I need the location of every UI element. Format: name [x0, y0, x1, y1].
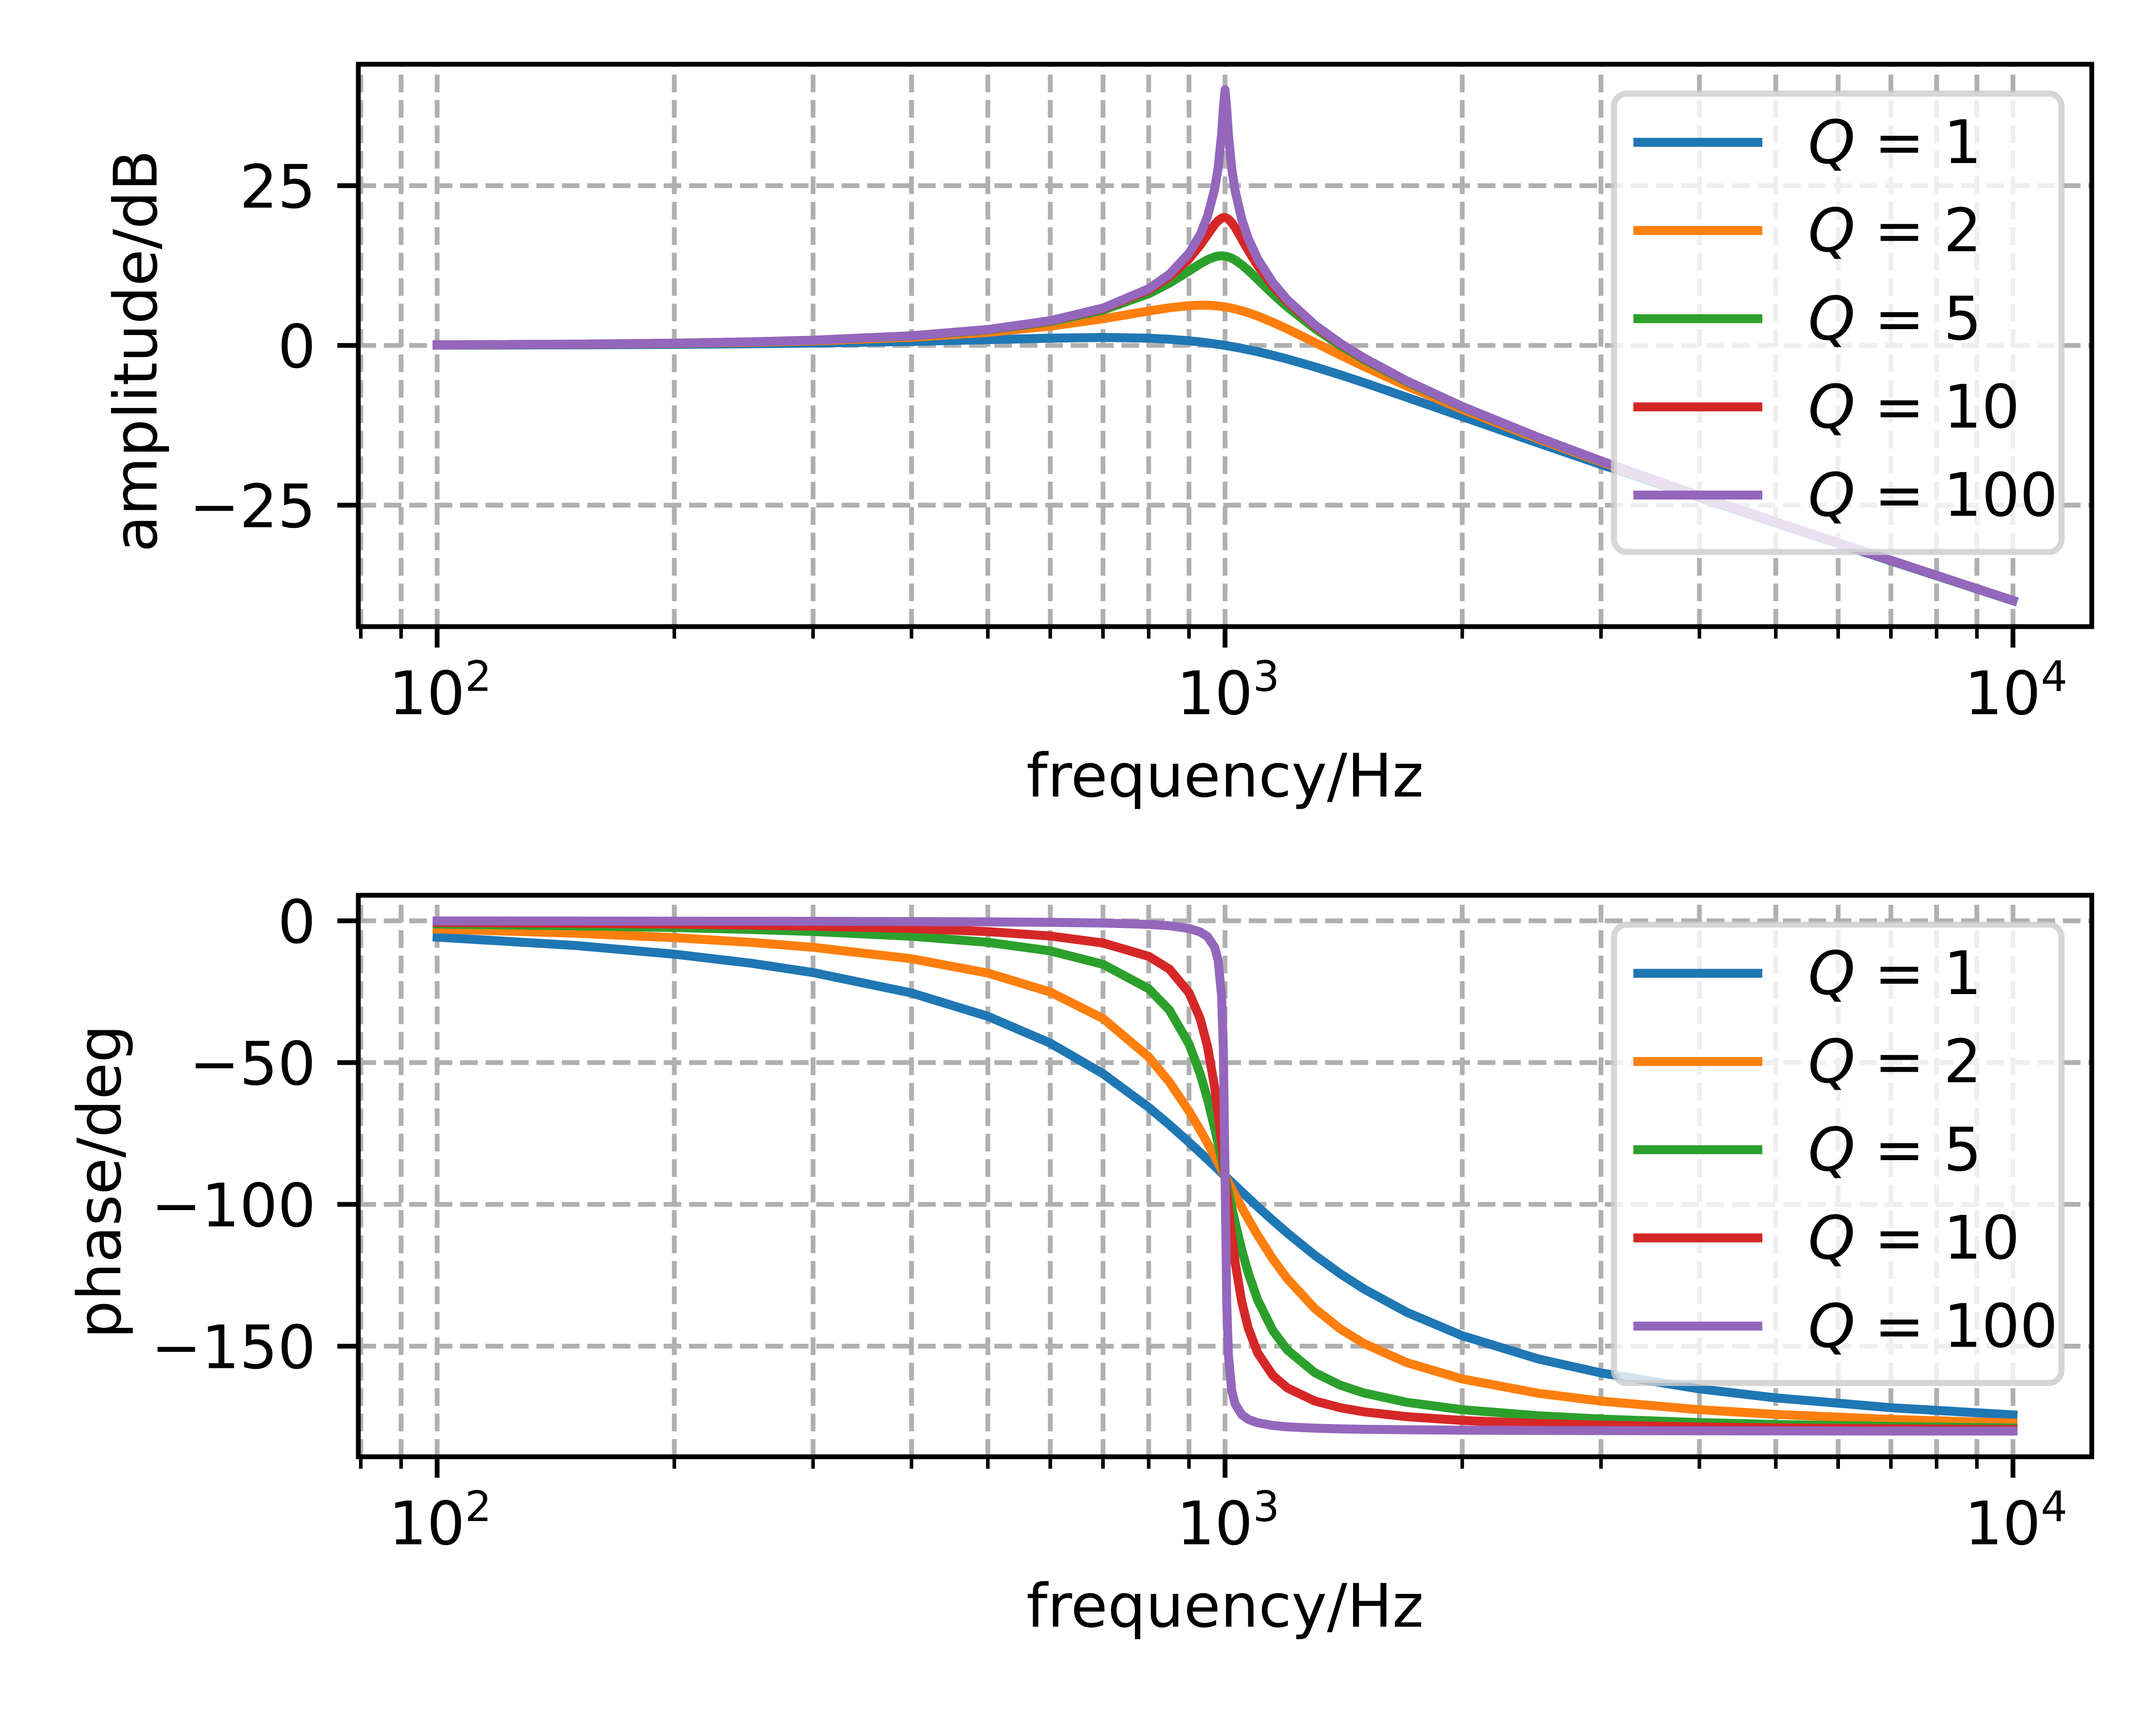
phase-legend-label: Q = 10 [1808, 1203, 2020, 1273]
phase-x-tick-label: 104 [1965, 1482, 2068, 1559]
amplitude-legend-label: Q = 2 [1808, 196, 1982, 266]
phase-y-tick-label: −150 [151, 1313, 316, 1383]
phase-x-tick-label: 103 [1177, 1482, 1280, 1559]
amplitude-legend-label: Q = 5 [1808, 284, 1982, 354]
phase-x-tick-label-base: 10 [389, 1489, 465, 1559]
amplitude-x-tick-label-base: 10 [1177, 659, 1253, 728]
phase-x-tick-label-exponent: 4 [2041, 1482, 2068, 1531]
phase-legend-item: Q = 10 [1633, 1203, 2020, 1273]
phase-legend: Q = 1Q = 2Q = 5Q = 10Q = 100 [1611, 922, 2065, 1386]
amplitude-x-tick-label-base: 10 [1965, 659, 2041, 728]
legend-label-value: = 2 [1855, 1027, 1981, 1097]
legend-label-variable: Q [1808, 1291, 1855, 1361]
phase-legend-item: Q = 1 [1633, 938, 1982, 1008]
amplitude-legend: Q = 1Q = 2Q = 5Q = 10Q = 100 [1611, 91, 2065, 555]
amplitude-x-axis-label: frequency/Hz [1026, 741, 1424, 811]
legend-label-value: = 5 [1855, 1115, 1981, 1185]
phase-x-tick-label-exponent: 2 [465, 1482, 492, 1531]
amplitude-series-lines [432, 85, 2019, 607]
amplitude-legend-label: Q = 1 [1808, 107, 1982, 177]
amplitude-legend-frame [1611, 91, 2065, 555]
amplitude-y-axis-label: amplitude/dB [101, 150, 171, 552]
amplitude-x-tick-label-exponent: 3 [1253, 652, 1280, 701]
phase-line-q-100 [432, 916, 2018, 1436]
phase-legend-item: Q = 2 [1633, 1027, 1982, 1097]
phase-legend-label: Q = 100 [1808, 1291, 2058, 1361]
amplitude-legend-item: Q = 10 [1633, 372, 2020, 442]
amplitude-x-tick-label: 104 [1965, 652, 2068, 728]
amplitude-line-q-100 [432, 85, 2019, 606]
amplitude-x-tick-label-base: 10 [389, 659, 465, 728]
amplitude-x-tick-label: 102 [389, 652, 492, 728]
phase-x-tick-label: 102 [389, 1482, 492, 1559]
legend-label-variable: Q [1808, 1203, 1855, 1273]
amplitude-legend-item: Q = 2 [1633, 196, 1982, 266]
phase-y-tick-label: −50 [189, 1029, 316, 1099]
amplitude-line-q-1 [432, 333, 2019, 607]
legend-label-value: = 10 [1855, 372, 2020, 442]
phase-x-tick-label-base: 10 [1177, 1489, 1253, 1559]
legend-label-value: = 100 [1855, 1291, 2058, 1361]
phase-legend-label: Q = 5 [1808, 1115, 1982, 1185]
phase-x-tick-label-exponent: 3 [1253, 1482, 1280, 1531]
legend-label-value: = 10 [1855, 1203, 2020, 1273]
legend-label-variable: Q [1808, 1115, 1855, 1185]
legend-label-value: = 100 [1855, 460, 2058, 530]
amplitude-legend-label: Q = 10 [1808, 372, 2020, 442]
amplitude-y-tick-label: 0 [278, 312, 316, 382]
legend-label-variable: Q [1808, 284, 1855, 354]
legend-label-variable: Q [1808, 460, 1855, 530]
phase-legend-item: Q = 5 [1633, 1115, 1982, 1185]
phase-series-lines [432, 916, 2018, 1436]
amplitude-y-tick-label: 25 [240, 152, 316, 222]
phase-legend-label: Q = 2 [1808, 1027, 1982, 1097]
phase-legend-frame [1611, 922, 2065, 1386]
amplitude-plot: 102 103 104−25025frequency/Hzamplitude/dBQ… [101, 62, 2094, 811]
amplitude-legend-item: Q = 100 [1633, 460, 2058, 530]
phase-ticks [337, 918, 2015, 1478]
amplitude-x-tick-label-exponent: 2 [465, 652, 492, 701]
legend-label-variable: Q [1808, 372, 1855, 442]
phase-x-axis-label: frequency/Hz [1026, 1571, 1424, 1641]
amplitude-legend-item: Q = 5 [1633, 284, 1982, 354]
amplitude-y-tick-label: −25 [189, 471, 316, 541]
legend-label-value: = 2 [1855, 196, 1981, 266]
legend-label-value: = 1 [1855, 938, 1981, 1008]
phase-plot: 102 103 104−150−100−500frequency/Hzphase/d… [65, 887, 2094, 1641]
legend-label-variable: Q [1808, 938, 1855, 1008]
amplitude-x-tick-label-exponent: 4 [2041, 652, 2068, 701]
legend-label-variable: Q [1808, 196, 1855, 266]
phase-x-tick-label-base: 10 [1965, 1489, 2041, 1559]
phase-legend-label: Q = 1 [1808, 938, 1982, 1008]
legend-label-value: = 1 [1855, 107, 1981, 177]
phase-y-axis-label: phase/deg [65, 1025, 135, 1339]
amplitude-legend-label: Q = 100 [1808, 460, 2058, 530]
legend-label-value: = 5 [1855, 284, 1981, 354]
legend-label-variable: Q [1808, 107, 1855, 177]
phase-legend-item: Q = 100 [1633, 1291, 2058, 1361]
legend-label-variable: Q [1808, 1027, 1855, 1097]
amplitude-x-tick-label: 103 [1177, 652, 1280, 728]
amplitude-legend-item: Q = 1 [1633, 107, 1982, 177]
phase-y-tick-label: −100 [151, 1171, 316, 1241]
phase-y-tick-label: 0 [278, 887, 316, 957]
amplitude-ticks [337, 183, 2015, 648]
